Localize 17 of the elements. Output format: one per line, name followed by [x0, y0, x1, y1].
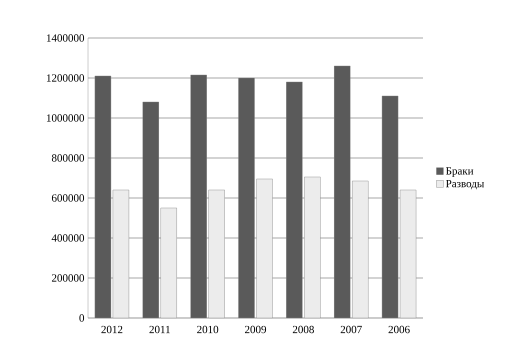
y-tick-label: 400000 [52, 234, 84, 242]
x-tick-label: 2009 [244, 326, 266, 334]
x-tick-label: 2007 [340, 326, 362, 334]
y-tick-label: 200000 [52, 274, 84, 282]
x-tick-label: 2010 [197, 326, 218, 334]
x-tick-label: 2011 [149, 326, 170, 334]
y-tick-label: 1200000 [46, 74, 84, 82]
x-tick-label: 2008 [292, 326, 314, 334]
y-tick-label: 0 [79, 314, 84, 322]
legend-label: Браки [446, 167, 474, 177]
y-tick-label: 1000000 [46, 114, 84, 122]
y-tick-label: 800000 [52, 154, 84, 162]
y-tick-label: 600000 [52, 194, 84, 202]
legend-label: Разводы [446, 180, 484, 190]
x-tick-label: 2006 [388, 326, 410, 334]
y-tick-label: 1400000 [46, 34, 84, 42]
x-tick-label: 2012 [101, 326, 122, 334]
